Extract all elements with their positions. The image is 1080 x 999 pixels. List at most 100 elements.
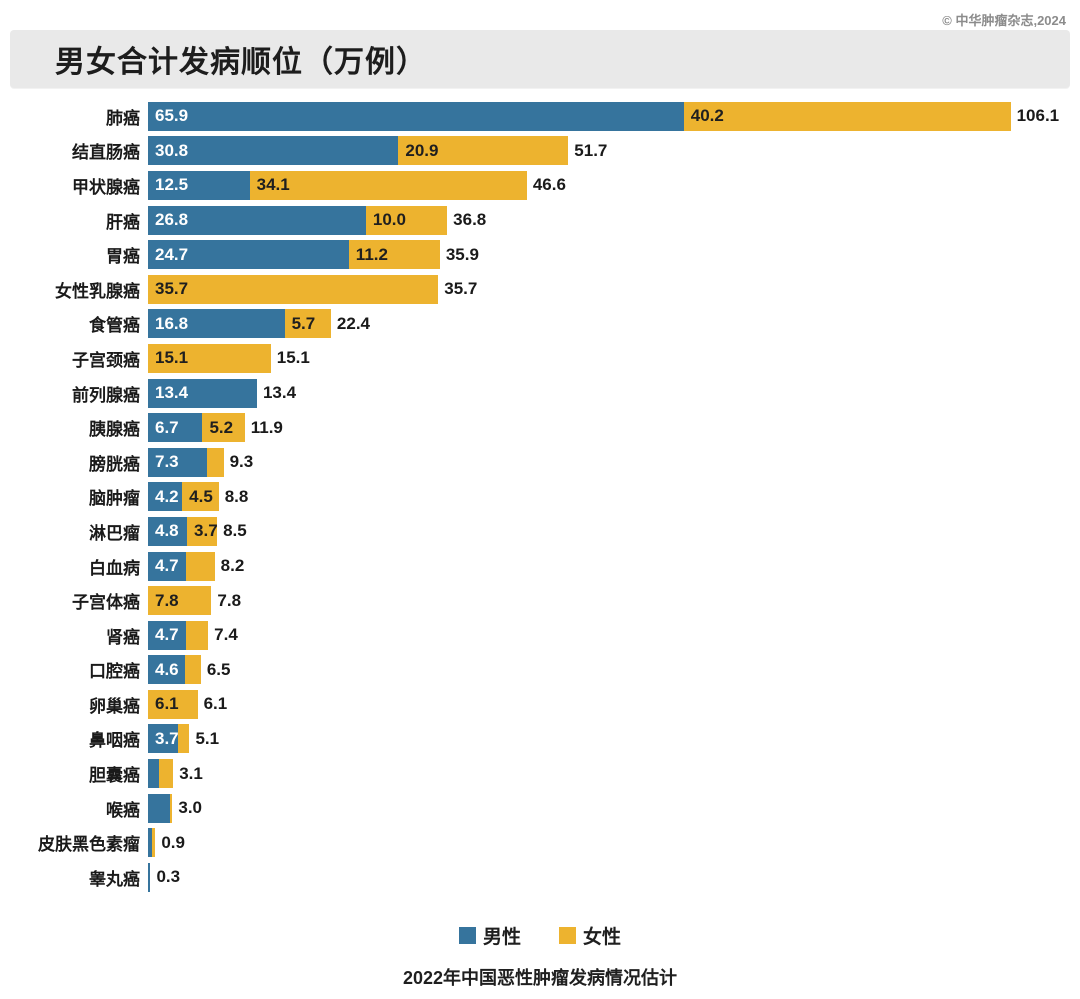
female-value-label: 6.1 — [155, 694, 179, 714]
male-bar-segment: 16.8 — [148, 309, 285, 339]
male-bar-segment: 24.7 — [148, 240, 349, 270]
chart-row: 前列腺癌 13.4 13.4 — [0, 376, 1080, 411]
total-value-label: 7.8 — [217, 590, 242, 610]
category-label: 口腔癌 — [89, 662, 140, 682]
category-label: 白血病 — [89, 558, 140, 578]
chart-row: 脑肿瘤 4.2 4.5 8.8 — [0, 480, 1080, 515]
female-value-label: 10.0 — [372, 210, 406, 230]
bar-track: 16.8 5.7 22.4 — [148, 309, 1080, 339]
male-bar-segment: 6.7 — [148, 413, 203, 443]
total-value-label: 9.3 — [229, 452, 254, 472]
total-value-label: 3.0 — [178, 798, 203, 818]
male-legend-label: 男性 — [482, 927, 521, 948]
male-value-label: 4.2 — [155, 486, 179, 506]
male-value-label: 30.8 — [155, 140, 189, 160]
chart-row: 鼻咽癌 3.7 5.1 — [0, 722, 1080, 757]
female-bar-segment: 20.9 — [398, 136, 569, 166]
male-bar-segment — [148, 862, 151, 892]
category-label: 鼻咽癌 — [89, 731, 140, 751]
total-value-label: 11.9 — [250, 417, 283, 437]
copyright-notice: © 中华肿瘤杂志,2024 — [942, 13, 1066, 28]
male-bar-segment: 7.3 — [148, 447, 208, 477]
male-value-label: 6.7 — [155, 417, 179, 437]
male-value-label: 4.7 — [155, 556, 179, 576]
bar-track: 4.2 4.5 8.8 — [148, 482, 1080, 512]
legend-item-female: 女性 — [559, 922, 621, 949]
chart-row: 肾癌 4.7 7.4 — [0, 618, 1080, 653]
female-bar-segment — [159, 759, 174, 789]
female-value-label: 11.2 — [355, 244, 388, 264]
male-value-label: 7.3 — [155, 452, 179, 472]
category-label: 脑肿瘤 — [89, 489, 140, 509]
bar-track: 7.3 9.3 — [148, 447, 1080, 477]
male-value-label: 26.8 — [155, 210, 189, 230]
male-value-label: 16.8 — [155, 313, 189, 333]
category-label: 胆囊癌 — [89, 766, 140, 786]
category-label: 甲状腺癌 — [72, 177, 140, 197]
category-label: 喉癌 — [106, 800, 140, 820]
female-bar-segment: 4.5 — [182, 482, 219, 512]
total-value-label: 8.5 — [223, 521, 247, 541]
chart-row: 子宫颈癌 15.1 15.1 — [0, 341, 1080, 376]
male-bar-segment: 26.8 — [148, 205, 366, 235]
bar-track: 30.8 20.9 51.7 — [148, 136, 1080, 166]
category-label: 睾丸癌 — [89, 869, 140, 889]
category-label: 子宫颈癌 — [72, 350, 140, 370]
bar-track: 65.9 40.2 106.1 — [148, 101, 1080, 131]
title-bar: 男女合计发病顺位（万例） — [10, 30, 1070, 88]
chart-row: 淋巴瘤 4.8 3.7 8.5 — [0, 514, 1080, 549]
female-value-label: 15.1 — [155, 348, 189, 368]
male-value-label: 12.5 — [155, 175, 189, 195]
total-value-label: 13.4 — [262, 383, 297, 403]
female-bar-segment — [152, 828, 156, 858]
total-value-label: 0.9 — [161, 832, 185, 852]
page-title: 男女合计发病顺位（万例） — [55, 46, 427, 79]
category-label: 皮肤黑色素瘤 — [38, 835, 140, 855]
chart-row: 喉癌 3.0 — [0, 791, 1080, 826]
total-value-label: 46.6 — [532, 175, 566, 195]
chart-row: 子宫体癌 7.8 7.8 — [0, 583, 1080, 618]
chart-row: 甲状腺癌 12.5 34.1 46.6 — [0, 168, 1080, 203]
bar-track: 0.3 — [148, 862, 1080, 892]
category-label: 胃癌 — [106, 247, 140, 267]
female-bar-segment: 35.7 — [148, 274, 439, 304]
female-bar-segment: 5.2 — [202, 413, 245, 443]
category-label: 女性乳腺癌 — [55, 281, 140, 301]
female-value-label: 5.2 — [209, 417, 234, 437]
female-value-label: 35.7 — [155, 279, 189, 299]
female-value-label: 3.7 — [194, 521, 218, 541]
chart-caption: 2022年中国恶性肿瘤发病情况估计 — [402, 968, 678, 988]
legend: 男性 女性 — [0, 922, 1080, 949]
chart-row: 膀胱癌 7.3 9.3 — [0, 445, 1080, 480]
total-value-label: 51.7 — [574, 140, 608, 160]
chart-row: 睾丸癌 0.3 — [0, 860, 1080, 895]
total-value-label: 8.8 — [224, 486, 249, 506]
category-label: 前列腺癌 — [72, 385, 140, 405]
female-legend-swatch-icon — [559, 927, 576, 944]
male-bar-segment: 12.5 — [148, 170, 250, 200]
total-value-label: 6.5 — [206, 659, 231, 679]
female-bar-segment — [186, 620, 209, 650]
category-label: 肾癌 — [106, 627, 140, 647]
female-bar-segment: 6.1 — [148, 689, 198, 719]
total-value-label: 0.3 — [156, 867, 181, 887]
bar-track: 26.8 10.0 36.8 — [148, 205, 1080, 235]
bar-track: 4.6 6.5 — [148, 655, 1080, 685]
female-bar-segment: 5.7 — [284, 309, 331, 339]
female-bar-segment: 11.2 — [348, 240, 440, 270]
chart-row: 肝癌 26.8 10.0 36.8 — [0, 203, 1080, 238]
category-label: 子宫体癌 — [72, 593, 140, 613]
male-value-label: 3.7 — [155, 728, 179, 748]
stacked-bar-chart: 肺癌 65.9 40.2 106.1 结直肠癌 30.8 20.9 51.7 甲… — [0, 99, 1080, 895]
bar-track: 4.7 7.4 — [148, 620, 1080, 650]
bar-track: 6.7 5.2 11.9 — [148, 413, 1080, 443]
female-bar-segment: 3.7 — [187, 516, 218, 546]
male-value-label: 24.7 — [155, 244, 189, 264]
chart-row: 口腔癌 4.6 6.5 — [0, 653, 1080, 688]
female-value-label: 34.1 — [256, 175, 290, 195]
total-value-label: 7.4 — [214, 625, 238, 645]
total-value-label: 22.4 — [336, 313, 370, 333]
total-value-label: 35.7 — [444, 279, 478, 299]
male-bar-segment: 65.9 — [148, 101, 684, 131]
female-bar-segment: 40.2 — [683, 101, 1011, 131]
